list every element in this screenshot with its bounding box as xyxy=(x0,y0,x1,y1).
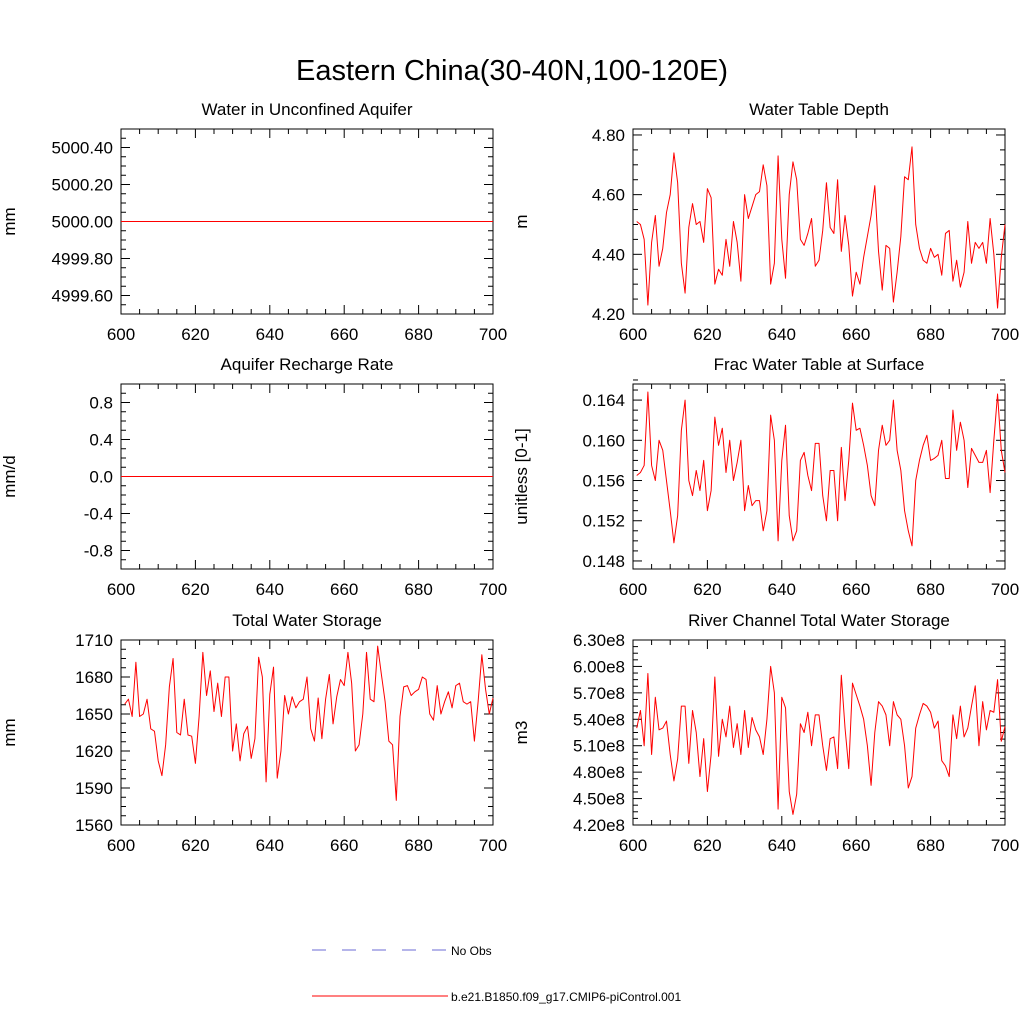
chart-panel-4: Frac Water Table at Surface unitless [0-1… xyxy=(512,355,1019,599)
x-tick-label: 600 xyxy=(619,325,647,344)
panels-group: Water in Unconfined Aquifer mm 600 620 640 66… xyxy=(0,100,1019,855)
x-tick-label: 680 xyxy=(916,580,944,599)
y-tick-label: 1680 xyxy=(75,668,113,687)
x-tick-label: 600 xyxy=(107,325,135,344)
x-tick-label: 620 xyxy=(181,836,209,855)
y-tick-label: 0.148 xyxy=(582,552,625,571)
y-axis-label: unitless [0-1] xyxy=(512,428,531,524)
y-axis-label: mm xyxy=(0,718,19,746)
chart-title: Water Table Depth xyxy=(749,100,889,119)
series-line xyxy=(124,645,494,801)
y-tick-label: 1560 xyxy=(75,816,113,835)
y-tick-label: 5.40e8 xyxy=(573,710,625,729)
y-tick-label: 0.156 xyxy=(582,472,625,491)
y-tick-label: 4.20 xyxy=(592,305,625,324)
x-tick-label: 600 xyxy=(619,836,647,855)
chart-title: Aquifer Recharge Rate xyxy=(221,355,394,374)
x-tick-label: 680 xyxy=(404,325,432,344)
x-tick-label: 660 xyxy=(330,580,358,599)
x-tick-label: 640 xyxy=(256,836,284,855)
x-tick-label: 640 xyxy=(256,325,284,344)
x-tick-label: 660 xyxy=(842,836,870,855)
y-tick-label: 1650 xyxy=(75,705,113,724)
y-tick-label: -0.4 xyxy=(84,505,113,524)
x-tick-label: 700 xyxy=(479,580,507,599)
x-tick-label: 620 xyxy=(693,836,721,855)
series-line xyxy=(636,391,1006,547)
x-tick-label: 640 xyxy=(256,580,284,599)
x-tick-label: 700 xyxy=(479,836,507,855)
y-tick-label: 1590 xyxy=(75,779,113,798)
y-tick-label: 6.00e8 xyxy=(573,657,625,676)
x-tick-label: 680 xyxy=(916,325,944,344)
x-tick-label: 660 xyxy=(330,325,358,344)
x-tick-label: 700 xyxy=(991,836,1019,855)
x-tick-label: 680 xyxy=(404,580,432,599)
legend-obs-label: No Obs xyxy=(451,944,492,958)
legend-model-label: b.e21.B1850.f09_g17.CMIP6-piControl.001 xyxy=(451,990,681,1004)
y-tick-label: 5000.40 xyxy=(52,139,113,158)
y-tick-label: 0.160 xyxy=(582,431,625,450)
y-tick-label: 0.8 xyxy=(89,394,113,413)
x-tick-label: 660 xyxy=(330,836,358,855)
figure-title: Eastern China(30-40N,100-120E) xyxy=(296,55,728,87)
y-tick-label: 4.60 xyxy=(592,186,625,205)
y-tick-label: -0.8 xyxy=(84,542,113,561)
y-tick-label: 5.70e8 xyxy=(573,684,625,703)
y-tick-label: 4.80 xyxy=(592,126,625,145)
y-tick-label: 4.80e8 xyxy=(573,763,625,782)
y-axis-label: m3 xyxy=(512,721,531,745)
x-tick-label: 640 xyxy=(768,325,796,344)
x-tick-label: 640 xyxy=(768,580,796,599)
y-tick-label: 4.20e8 xyxy=(573,816,625,835)
y-axis-label: mm xyxy=(0,207,19,235)
y-tick-label: 4.40 xyxy=(592,245,625,264)
legend: No Obs b.e21.B1850.f09_g17.CMIP6-piContr… xyxy=(312,944,681,1004)
chart-title: River Channel Total Water Storage xyxy=(688,611,950,630)
chart-panel-3: Aquifer Recharge Rate mm/d 600 620 640 660 680… xyxy=(0,355,507,599)
chart-panel-5: Total Water Storage mm 600 620 640 660 680 700 1… xyxy=(0,611,507,855)
x-tick-label: 640 xyxy=(768,836,796,855)
x-tick-label: 680 xyxy=(404,836,432,855)
x-tick-label: 600 xyxy=(619,580,647,599)
y-tick-label: 4.50e8 xyxy=(573,790,625,809)
series-line xyxy=(636,665,1006,815)
x-tick-label: 680 xyxy=(916,836,944,855)
x-tick-label: 600 xyxy=(107,836,135,855)
y-tick-label: 5000.00 xyxy=(52,213,113,232)
y-tick-label: 1710 xyxy=(75,631,113,650)
y-tick-label: 0.164 xyxy=(582,391,625,410)
x-tick-label: 700 xyxy=(479,325,507,344)
y-axis-label: mm/d xyxy=(0,455,19,498)
series-line xyxy=(636,146,1006,309)
y-tick-label: 5.10e8 xyxy=(573,737,625,756)
y-tick-label: 4999.60 xyxy=(52,287,113,306)
chart-title: Total Water Storage xyxy=(232,611,382,630)
y-tick-label: 5000.20 xyxy=(52,176,113,195)
y-tick-label: 4999.80 xyxy=(52,250,113,269)
y-tick-label: 6.30e8 xyxy=(573,631,625,650)
x-tick-label: 620 xyxy=(181,325,209,344)
chart-panel-1: Water in Unconfined Aquifer mm 600 620 640 66… xyxy=(0,100,507,344)
x-tick-label: 600 xyxy=(107,580,135,599)
y-tick-label: 1620 xyxy=(75,742,113,761)
x-tick-label: 620 xyxy=(693,580,721,599)
y-axis-label: m xyxy=(512,214,531,228)
chart-title: Water in Unconfined Aquifer xyxy=(201,100,412,119)
y-tick-label: 0.4 xyxy=(89,431,113,450)
x-tick-label: 620 xyxy=(693,325,721,344)
x-tick-label: 660 xyxy=(842,580,870,599)
chart-panel-2: Water Table Depth m 600 620 640 660 680 700 4.20… xyxy=(512,100,1019,344)
x-tick-label: 700 xyxy=(991,325,1019,344)
chart-panel-6: River Channel Total Water Storage m3 600 62… xyxy=(512,611,1019,855)
x-tick-label: 660 xyxy=(842,325,870,344)
x-tick-label: 700 xyxy=(991,580,1019,599)
x-tick-label: 620 xyxy=(181,580,209,599)
y-tick-label: 0.0 xyxy=(89,468,113,487)
chart-title: Frac Water Table at Surface xyxy=(714,355,925,374)
y-tick-label: 0.152 xyxy=(582,512,625,531)
